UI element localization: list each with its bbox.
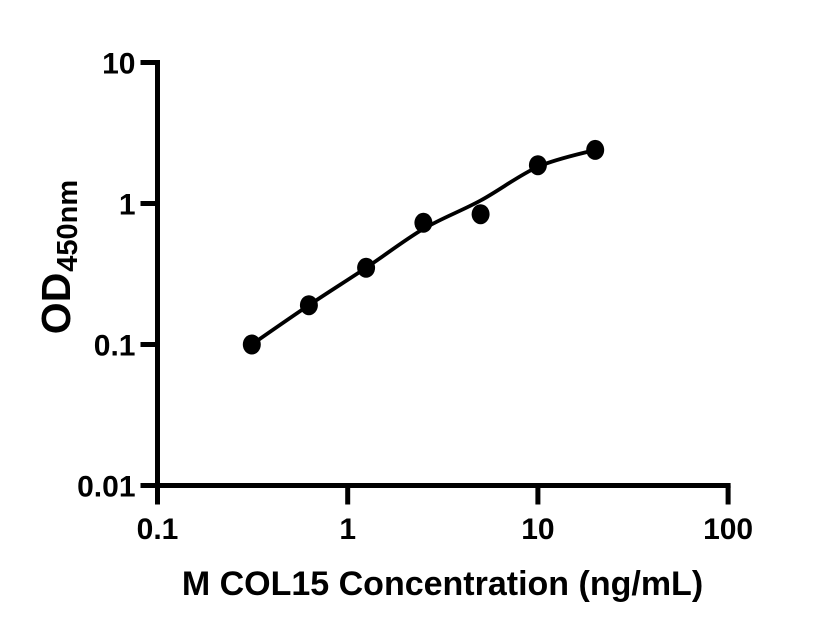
- x-tick-label: 1: [339, 513, 356, 546]
- y-axis-title-subscript: 450nm: [52, 179, 84, 272]
- axis-ticks: [140, 60, 731, 505]
- y-tick-label: 1: [119, 189, 136, 222]
- data-points-group: [242, 139, 605, 355]
- data-point: [299, 295, 318, 316]
- x-tick-label: 100: [703, 513, 753, 546]
- axes: [155, 60, 731, 488]
- data-point: [586, 139, 605, 160]
- y-tick-label: 0.1: [94, 330, 136, 363]
- data-point: [242, 334, 261, 355]
- data-point: [528, 155, 547, 176]
- y-tick-label: 0.01: [77, 471, 135, 504]
- y-axis-title-main: OD: [33, 272, 79, 335]
- y-tick-label: 10: [102, 48, 135, 81]
- x-tick-label: 10: [521, 513, 554, 546]
- x-axis-title: M COL15 Concentration (ng/mL): [181, 565, 704, 603]
- fit-curve-group: [249, 148, 598, 347]
- x-tick-label: 0.1: [137, 513, 179, 546]
- data-point: [414, 212, 433, 233]
- data-point: [357, 257, 376, 278]
- fit-curve: [249, 148, 598, 347]
- data-point: [471, 204, 490, 225]
- y-axis-title: OD450nm: [27, 107, 85, 407]
